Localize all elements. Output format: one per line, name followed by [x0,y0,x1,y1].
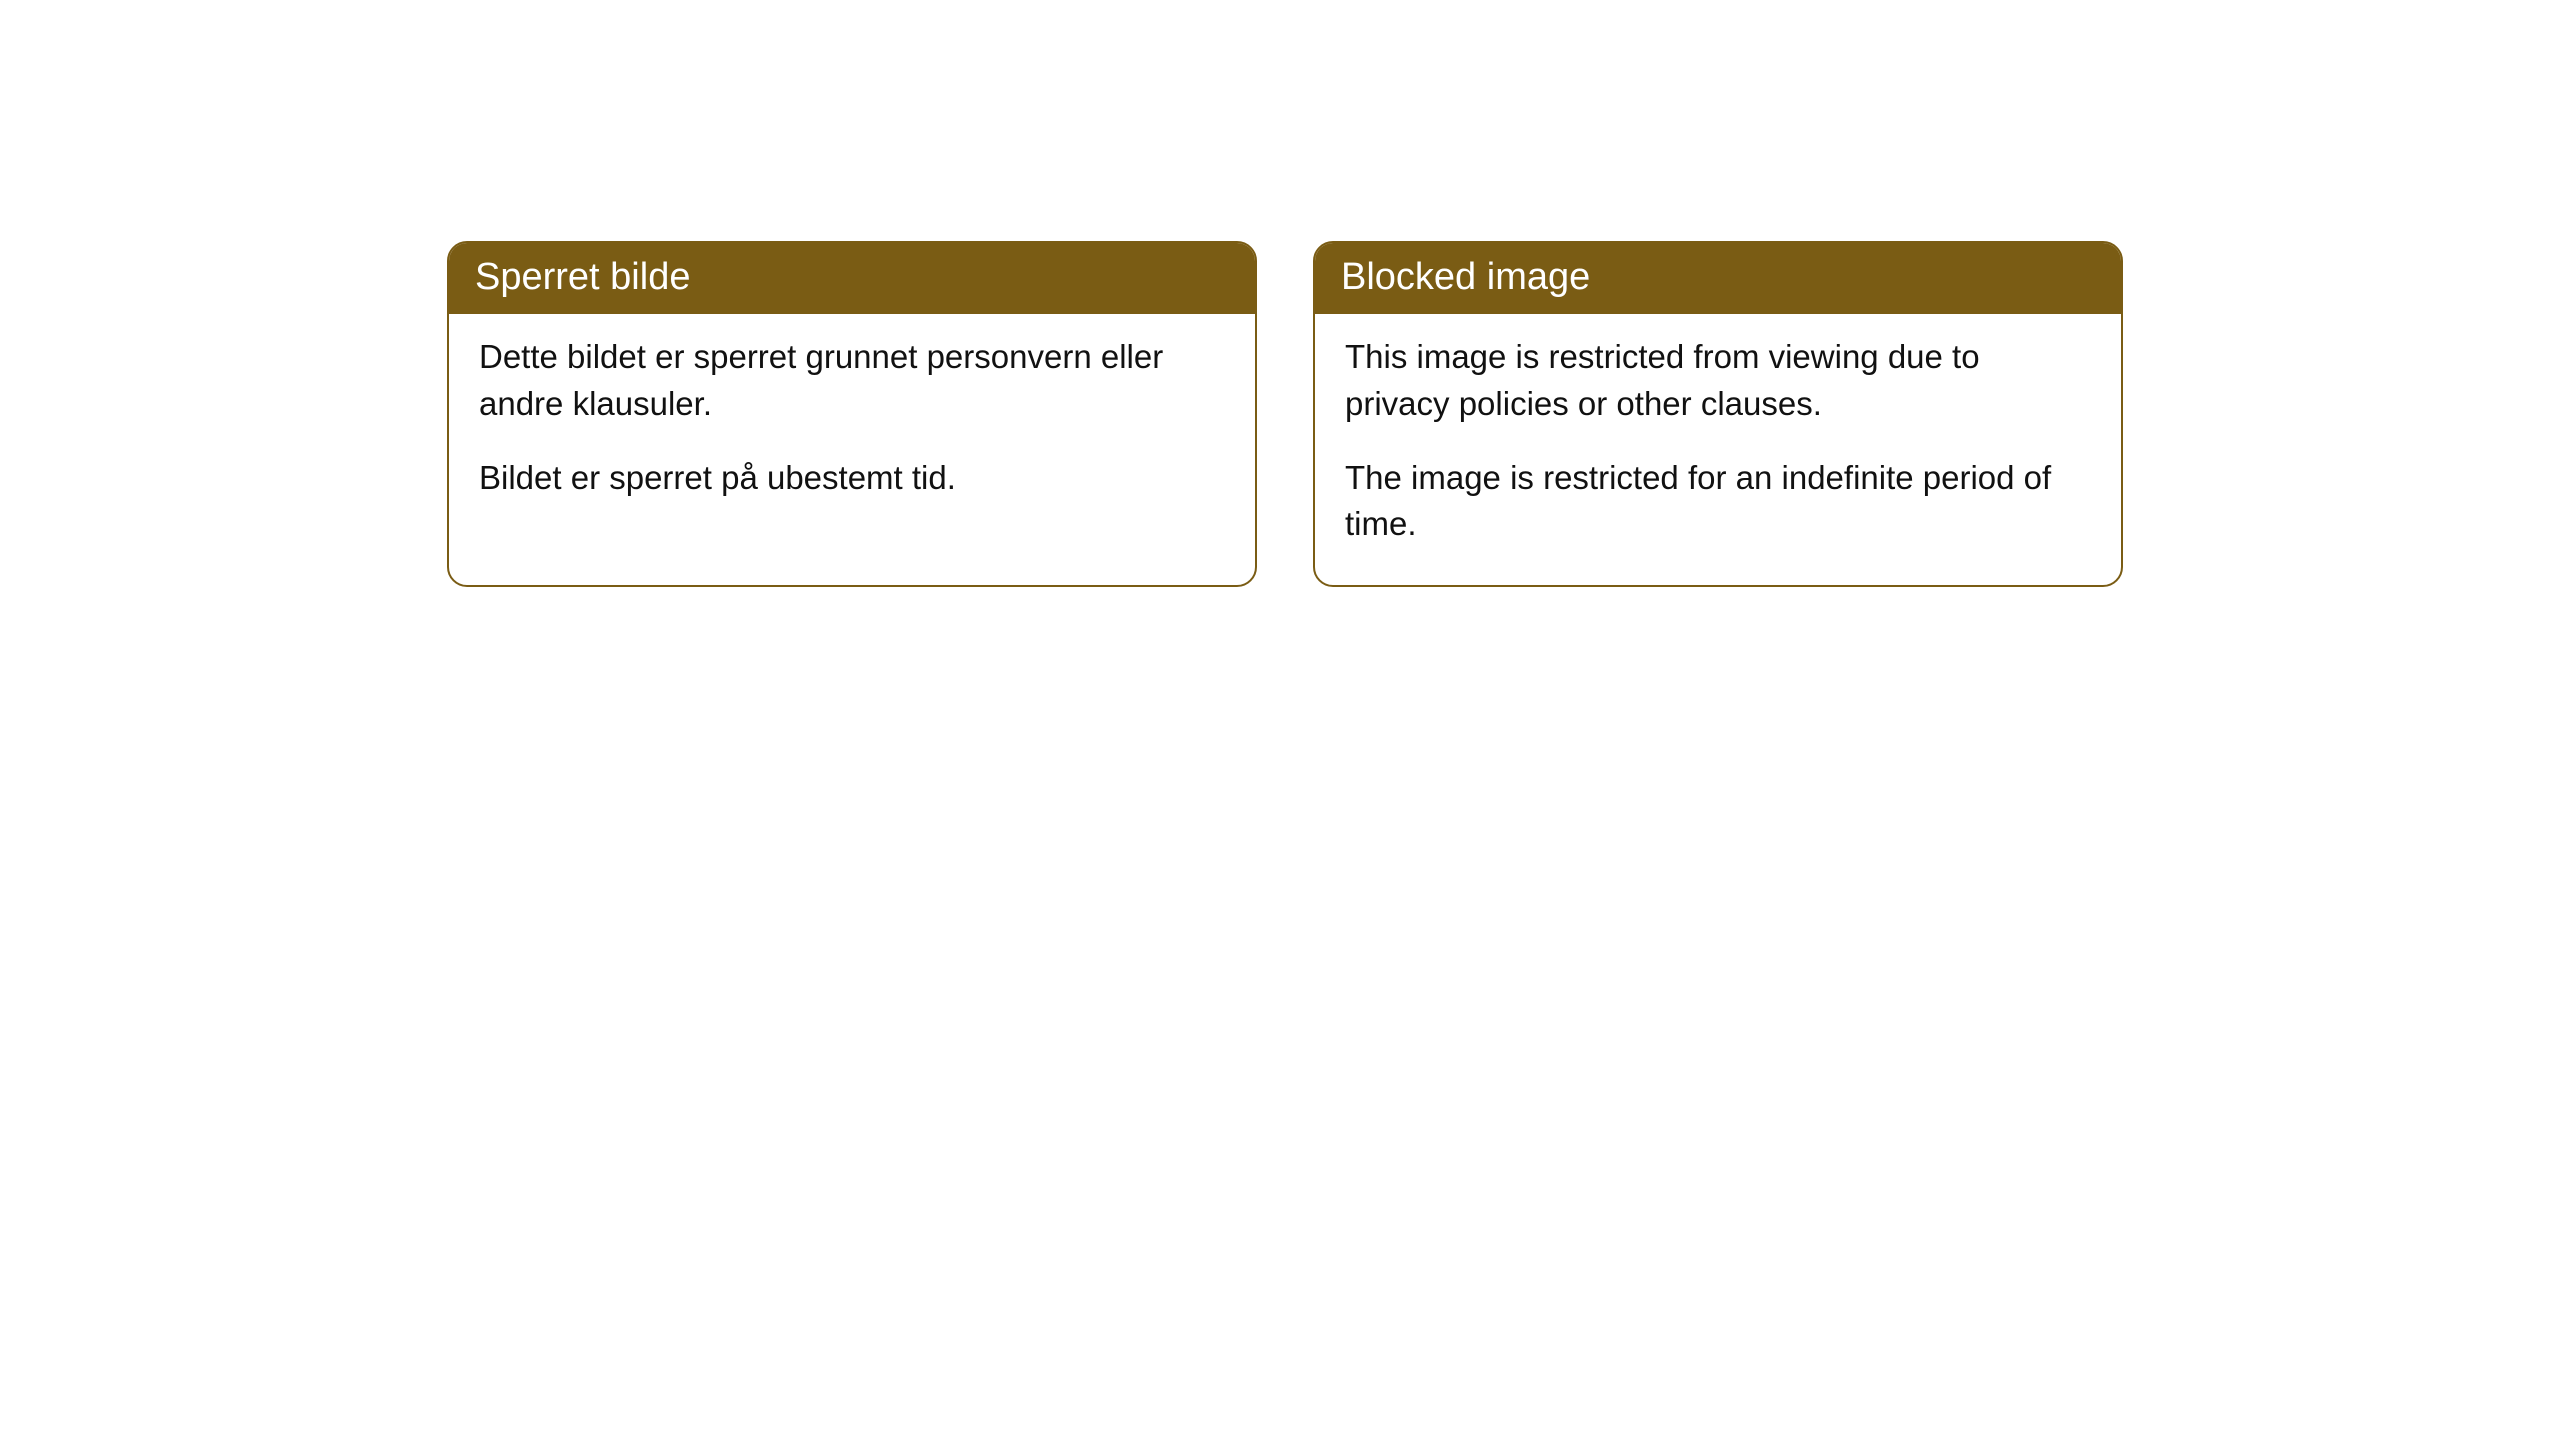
cards-container: Sperret bilde Dette bildet er sperret gr… [447,241,2123,587]
card-para-2: The image is restricted for an indefinit… [1345,455,2091,547]
card-body-norwegian: Dette bildet er sperret grunnet personve… [449,314,1255,539]
card-para-2: Bildet er sperret på ubestemt tid. [479,455,1225,501]
card-para-1: This image is restricted from viewing du… [1345,334,2091,426]
card-body-english: This image is restricted from viewing du… [1315,314,2121,585]
card-english: Blocked image This image is restricted f… [1313,241,2123,587]
card-norwegian: Sperret bilde Dette bildet er sperret gr… [447,241,1257,587]
card-header-english: Blocked image [1315,243,2121,314]
card-para-1: Dette bildet er sperret grunnet personve… [479,334,1225,426]
card-header-norwegian: Sperret bilde [449,243,1255,314]
